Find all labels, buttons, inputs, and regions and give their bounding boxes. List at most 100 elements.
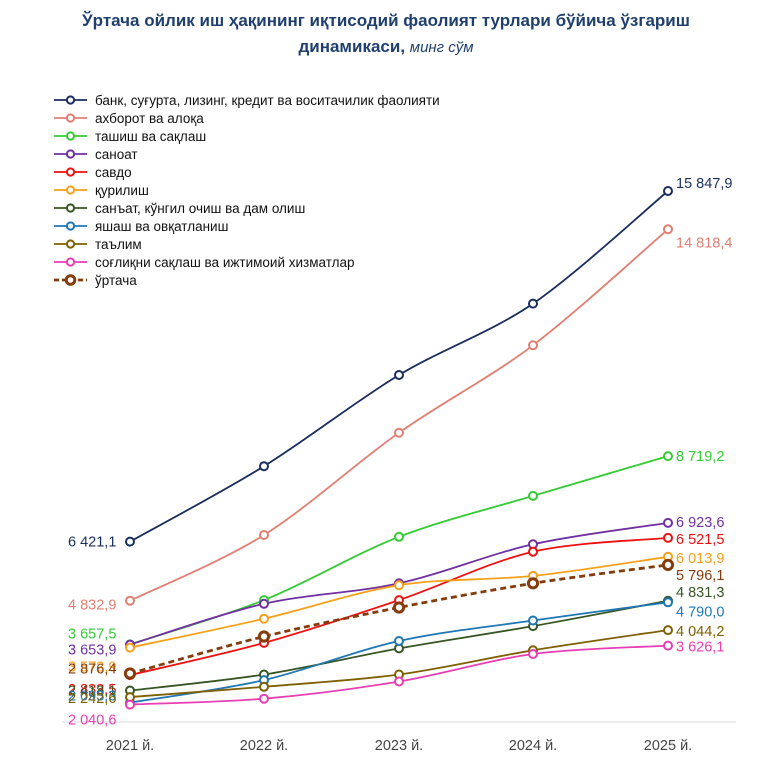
data-point xyxy=(394,636,404,646)
data-point xyxy=(528,340,538,351)
chart-title-line2: динамикаси, xyxy=(298,37,406,56)
legend-item: санъат, кўнгил очиш ва дам олиш xyxy=(54,201,305,216)
x-tick-label: 2023 й. xyxy=(375,738,423,754)
data-label: 3 657,5 xyxy=(68,626,116,642)
legend-item: ахборот ва алоқа xyxy=(54,111,204,126)
chart-unit: минг сўм xyxy=(409,39,474,56)
data-label: 14 818,4 xyxy=(676,235,732,251)
chart-title-line1: Ўртача ойлик иш ҳақининг иқтисодий фаоли… xyxy=(82,11,690,30)
legend-swatch-marker xyxy=(65,113,76,123)
data-point xyxy=(663,224,673,235)
data-label: 5 796,1 xyxy=(676,568,724,584)
legend-label: соғлиқни сақлаш ва ижтимоий хизматлар xyxy=(95,255,355,270)
legend-item: таълим xyxy=(54,237,142,252)
legend-swatch-marker xyxy=(65,185,76,195)
legend-label: савдо xyxy=(95,165,132,180)
x-tick-labels: 2021 й. 2022 й. 2023 й. 2024 й. 2025 й. xyxy=(106,738,692,754)
data-point xyxy=(526,577,540,590)
data-point xyxy=(663,451,673,462)
data-point xyxy=(259,598,269,609)
x-tick-label: 2021 й. xyxy=(106,738,154,754)
data-point xyxy=(125,642,135,653)
data-label: 6 923,6 xyxy=(676,515,724,531)
legend-swatch-marker xyxy=(65,203,76,213)
legend-swatch-marker xyxy=(65,95,76,105)
data-label: 6 421,1 xyxy=(68,535,116,551)
series-markers xyxy=(123,186,675,710)
legend-item: савдо xyxy=(54,165,132,180)
x-tick-label: 2022 й. xyxy=(240,738,288,754)
legend-label: яшаш ва овқатланиш xyxy=(95,219,228,234)
data-label: 2 040,6 xyxy=(68,713,116,729)
legend-label: банк, суғурта, лизинг, кредит ва воситач… xyxy=(95,93,440,108)
data-point xyxy=(394,427,404,438)
data-point xyxy=(125,595,135,606)
legend: банк, суғурта, лизинг, кредит ва воситач… xyxy=(54,93,440,288)
legend-item: саноат xyxy=(54,147,138,162)
data-point xyxy=(259,681,269,692)
chart-title: Ўртача ойлик иш ҳақининг иқтисодий фаоли… xyxy=(0,8,772,61)
data-point xyxy=(663,517,673,528)
data-point xyxy=(663,532,673,543)
data-label: 2 833,5 xyxy=(68,682,116,698)
legend-swatch-marker xyxy=(65,221,76,231)
data-point xyxy=(663,597,673,608)
legend-swatch-marker xyxy=(65,167,76,177)
x-tick-label: 2024 й. xyxy=(509,738,557,754)
data-label: 3 626,1 xyxy=(676,640,724,656)
legend-item: соғлиқни сақлаш ва ижтимоий хизматлар xyxy=(54,255,355,270)
series-line xyxy=(129,228,669,602)
series-line xyxy=(129,563,669,675)
legend-label: ахборот ва алоқа xyxy=(95,111,204,126)
data-label: 2 876,4 xyxy=(68,662,116,678)
data-point xyxy=(528,615,538,626)
legend-label: ўртача xyxy=(95,273,137,288)
legend-item: банк, суғурта, лизинг, кредит ва воситач… xyxy=(54,93,440,108)
data-label: 3 572,9 xyxy=(68,660,116,676)
data-point xyxy=(259,613,269,624)
data-point xyxy=(394,531,404,542)
data-label: 15 847,9 xyxy=(676,176,732,192)
data-point xyxy=(528,649,538,659)
legend-swatch-marker xyxy=(65,257,76,267)
legend-swatch-marker xyxy=(65,239,76,249)
data-point xyxy=(125,536,135,547)
data-label: 2 418,1 xyxy=(68,684,116,700)
data-label: 4 790,0 xyxy=(676,604,724,620)
data-point xyxy=(661,558,675,572)
data-label: 4 831,3 xyxy=(676,585,724,601)
data-point xyxy=(257,630,271,643)
legend-label: қурилиш xyxy=(95,183,149,198)
series-line xyxy=(129,190,669,543)
data-point xyxy=(259,530,269,540)
legend-label: таълим xyxy=(95,237,142,252)
legend-swatch-marker xyxy=(64,274,77,286)
legend-item: қурилиш xyxy=(54,183,149,198)
data-point xyxy=(663,625,673,636)
data-label: 3 653,9 xyxy=(68,643,116,659)
data-point xyxy=(394,676,404,687)
data-labels: 6 421,1 15 847,9 4 832,9 14 818,4 3 657,5 8 7… xyxy=(68,176,732,729)
legend-item: ташиш ва сақлаш xyxy=(54,129,206,144)
data-point xyxy=(528,546,538,557)
data-point xyxy=(259,461,269,472)
legend-swatch-marker xyxy=(65,149,76,159)
legend-label: ташиш ва сақлаш xyxy=(95,129,206,144)
data-point xyxy=(259,693,269,704)
data-label: 4 044,2 xyxy=(676,624,724,640)
legend-label: санъат, кўнгил очиш ва дам олиш xyxy=(95,201,305,216)
data-label: 6 521,5 xyxy=(676,532,724,548)
legend-swatch-marker xyxy=(65,131,76,141)
data-point xyxy=(394,370,404,380)
data-label: 2 093,3 xyxy=(68,689,116,705)
data-label: 2 242,6 xyxy=(68,691,116,707)
data-label: 6 013,9 xyxy=(676,551,724,567)
data-point xyxy=(663,640,673,651)
data-point xyxy=(392,601,406,614)
data-label: 8 719,2 xyxy=(676,449,724,465)
data-point xyxy=(528,490,538,501)
legend-label: саноат xyxy=(95,147,138,162)
data-point xyxy=(123,667,137,680)
data-point xyxy=(528,298,538,309)
